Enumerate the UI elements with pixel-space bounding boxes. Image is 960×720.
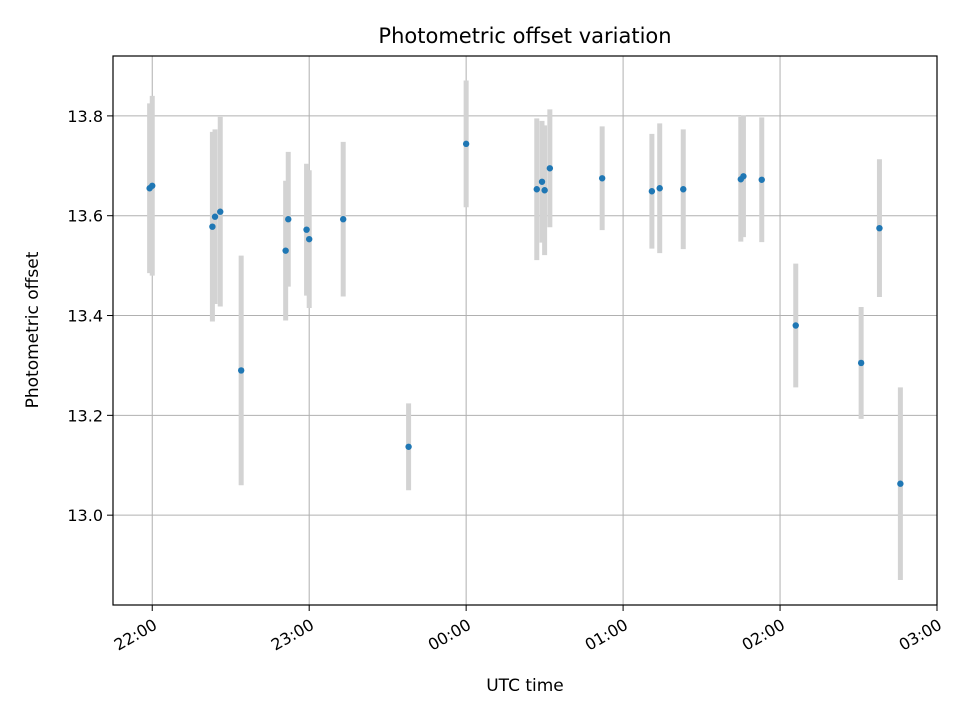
y-axis-label: Photometric offset	[23, 251, 43, 408]
y-tick-label: 13.0	[67, 506, 103, 525]
data-point	[680, 186, 687, 193]
y-tick-label: 13.6	[67, 207, 103, 226]
y-tick-label: 13.2	[67, 406, 103, 425]
data-point	[598, 175, 606, 182]
data-point	[211, 213, 219, 220]
data-point	[405, 443, 412, 450]
chart-title: Photometric offset variation	[378, 24, 671, 48]
data-point	[897, 480, 904, 487]
data-point	[149, 182, 156, 189]
data-point	[792, 322, 799, 329]
plot-area-frame	[112, 55, 938, 606]
data-point	[533, 186, 540, 193]
data-point	[538, 178, 546, 185]
data-point	[541, 187, 548, 194]
data-point	[857, 359, 865, 367]
data-point	[237, 367, 245, 374]
data-point	[285, 216, 292, 223]
y-axis-ticks: 13.0 13.2 13.4 13.6 13.8	[67, 107, 113, 525]
data-point	[758, 176, 765, 183]
data-point	[656, 185, 663, 192]
data-point	[305, 235, 313, 243]
data-point	[303, 226, 310, 233]
data-point	[648, 188, 656, 195]
data-point	[462, 140, 470, 148]
data-points	[146, 140, 904, 487]
y-tick-label: 13.4	[67, 307, 103, 326]
data-point	[209, 223, 216, 230]
data-point	[876, 224, 883, 232]
y-tick-label: 13.8	[67, 107, 103, 126]
data-point	[217, 208, 224, 215]
data-point	[282, 247, 289, 254]
data-point	[339, 216, 347, 223]
x-axis-label: UTC time	[486, 676, 564, 696]
data-point	[740, 173, 747, 180]
data-point	[546, 165, 554, 172]
